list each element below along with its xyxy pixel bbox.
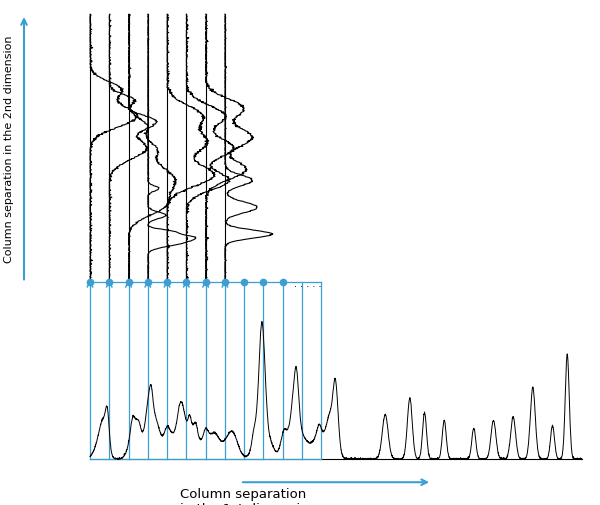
- Text: Column separation
in the 1st dimension: Column separation in the 1st dimension: [180, 487, 317, 505]
- Text: Column separation in the 2nd dimension: Column separation in the 2nd dimension: [4, 35, 14, 263]
- Text: . . . . .: . . . . .: [293, 279, 321, 289]
